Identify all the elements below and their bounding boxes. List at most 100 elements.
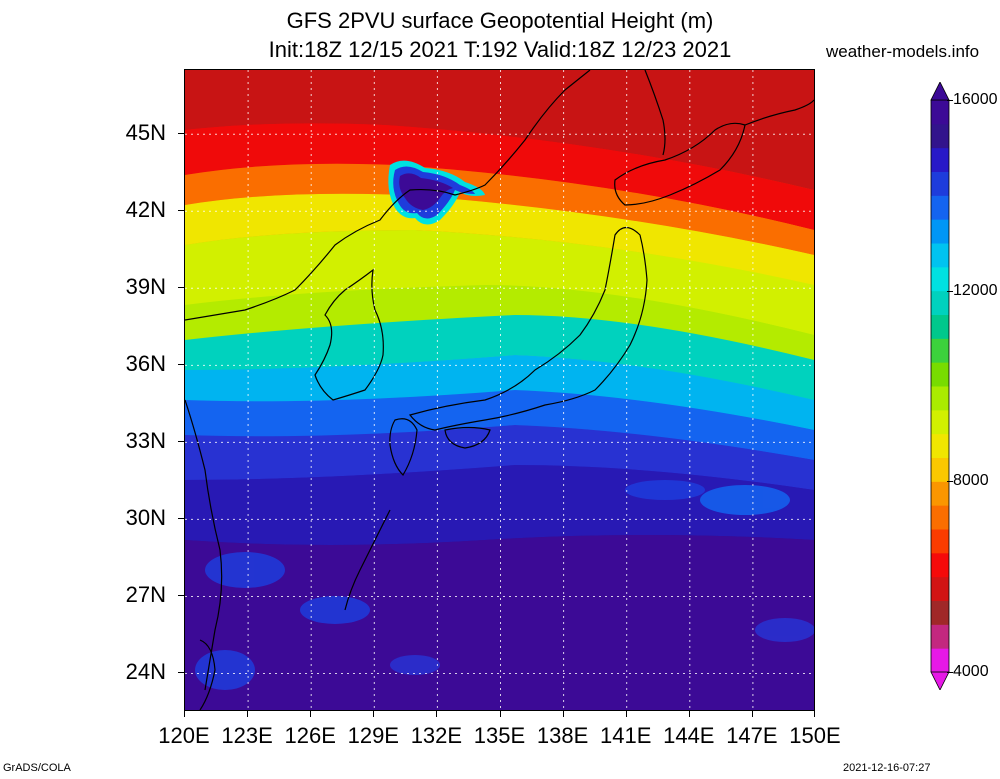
colorbar-segment: [931, 243, 949, 268]
band-violet: [185, 535, 814, 710]
coastline-kurils: [744, 99, 814, 126]
lon-label: 138E: [536, 723, 589, 748]
colorbar-segment: [931, 481, 949, 506]
colorbar-segment: [931, 505, 949, 530]
colorbar-max-arrow: [930, 82, 950, 101]
colorbar-tick: [947, 100, 953, 101]
lon-label: 129E: [347, 723, 399, 748]
footer-timestamp: 2021-12-16-07:27: [843, 762, 931, 774]
colorbar-segment: [931, 576, 949, 601]
lat-tick: [178, 441, 184, 443]
lon-label: 120E: [158, 723, 210, 748]
lat-tick: [178, 287, 184, 289]
lat-label: 45N: [125, 120, 166, 146]
coastline-kyushu: [389, 418, 418, 476]
coastline-honshu: [408, 226, 648, 431]
colorbar-tick: [947, 290, 953, 292]
coastlines: [185, 70, 814, 710]
lon-label: 141E: [599, 723, 652, 748]
colorbar-label: 12000: [953, 281, 998, 299]
lat-tick: [178, 518, 184, 520]
lat-label: 39N: [125, 274, 166, 300]
lat-tick: [178, 364, 184, 366]
lon-tick: [814, 711, 815, 717]
colorbar-tick: [947, 672, 953, 673]
colorbar-segment: [931, 338, 949, 363]
lon-tick: [184, 711, 185, 717]
band-lightblue: [185, 355, 814, 430]
colorbar-segment: [931, 409, 949, 435]
lon-tick: [751, 711, 753, 717]
colorbar-segment: [931, 362, 949, 387]
lat-label: 24N: [125, 659, 166, 685]
coastline-hokkaido: [614, 122, 746, 206]
colorbar-segment: [931, 457, 949, 482]
lon-label: 135E: [473, 723, 526, 748]
band-green: [185, 285, 814, 360]
colorbar-segment: [931, 314, 949, 339]
lon-label: 144E: [663, 723, 715, 748]
colorbar-segment: [931, 266, 949, 292]
lat-label: 36N: [125, 351, 166, 377]
footer-software: GrADS/COLA: [3, 762, 71, 774]
lon-label: 123E: [221, 723, 273, 748]
band-yellow: [185, 193, 814, 285]
band-lime: [185, 230, 814, 335]
colorbar-segment: [931, 171, 949, 196]
colorbar-segment: [931, 552, 949, 578]
colorbar-segment: [931, 624, 949, 649]
lon-tick: [625, 711, 627, 717]
lat-tick: [178, 210, 184, 212]
lon-tick: [562, 711, 564, 717]
lat-tick: [178, 595, 184, 597]
band-red: [185, 123, 814, 230]
colorbar-label: 4000: [953, 663, 989, 680]
colorbar-segment: [931, 219, 949, 244]
coastline-asia-mainland: [185, 70, 591, 321]
map-subtitle: Init:18Z 12/15 2021 T:192 Valid:18Z 12/2…: [268, 37, 732, 62]
colorbar-segment: [931, 195, 949, 220]
colorbar-segment: [931, 386, 949, 411]
lon-label: 126E: [284, 723, 336, 748]
lat-label: 27N: [125, 582, 166, 608]
map-title: GFS 2PVU surface Geopotential Height (m): [286, 8, 714, 33]
lat-label: 33N: [125, 428, 166, 454]
colorbar-segment: [931, 100, 949, 125]
lon-label: 147E: [726, 723, 778, 748]
colorbar-segment: [931, 529, 949, 554]
colorbar-segment: [931, 290, 949, 315]
lon-tick: [247, 711, 249, 717]
colorbar-label: 16000: [953, 91, 998, 108]
colorbar-segment: [931, 123, 949, 149]
colorbar-tick: [947, 481, 953, 483]
colorbar-segment: [931, 433, 949, 458]
coastline-taiwan: [199, 639, 216, 710]
coastline-ryukyu: [344, 509, 391, 611]
band-cyan: [185, 315, 814, 400]
lat-tick: [178, 672, 184, 674]
lon-tick: [436, 711, 438, 717]
gridlines: [185, 70, 814, 710]
source-label: weather-models.info: [826, 42, 980, 61]
high-blob: [388, 160, 485, 225]
colorbar-min-arrow: [930, 671, 950, 690]
lat-label: 30N: [125, 505, 166, 531]
band-deepblue: [185, 425, 814, 490]
colorbar-segment: [931, 147, 949, 172]
colorbar-segment: [931, 648, 949, 673]
lon-tick: [688, 711, 690, 717]
coastline-korea: [314, 268, 384, 401]
colorbar-label: 8000: [953, 472, 989, 490]
lon-tick: [310, 711, 312, 717]
lon-tick: [499, 711, 501, 717]
lon-tick: [373, 711, 375, 717]
colorbar-segment: [931, 600, 949, 625]
band-blue: [185, 390, 814, 460]
coastline-sakhalin: [644, 70, 666, 156]
lon-label: 150E: [789, 723, 841, 748]
coastline-china-coast: [185, 399, 223, 691]
colorbar: [930, 82, 950, 690]
lat-label: 42N: [125, 197, 166, 223]
map-field: [185, 70, 814, 710]
map-panel: [184, 69, 815, 711]
